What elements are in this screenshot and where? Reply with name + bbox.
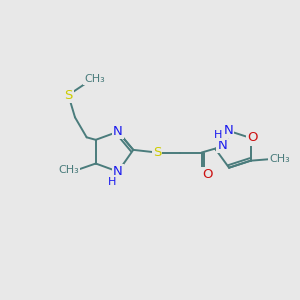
Text: N: N (113, 125, 123, 138)
Text: CH₃: CH₃ (84, 74, 105, 84)
Text: CH₃: CH₃ (269, 154, 290, 164)
Text: N: N (218, 140, 227, 152)
Text: S: S (64, 88, 73, 101)
Text: H: H (214, 130, 222, 140)
Text: N: N (224, 124, 233, 137)
Text: O: O (247, 131, 258, 145)
Text: S: S (153, 146, 161, 159)
Text: O: O (202, 168, 213, 181)
Text: N: N (113, 165, 123, 178)
Text: H: H (108, 177, 116, 187)
Text: CH₃: CH₃ (59, 164, 80, 175)
